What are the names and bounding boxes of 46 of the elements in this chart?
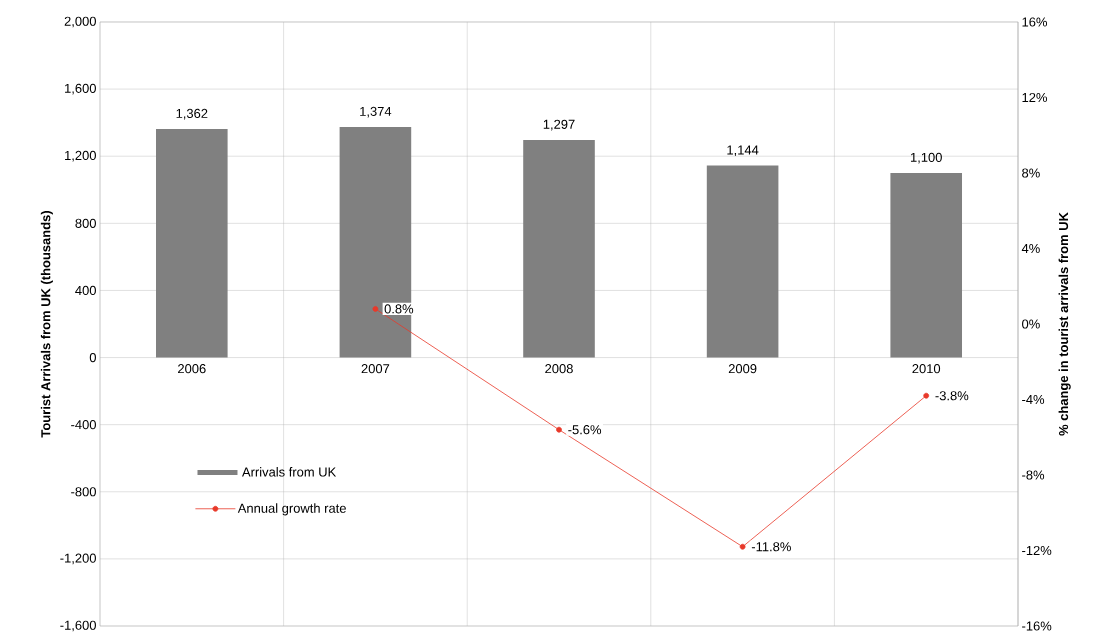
- y2-tick-label: -16%: [1022, 621, 1052, 631]
- y-tick-label: 1,200: [65, 150, 96, 162]
- bar: [339, 127, 412, 358]
- y2-tick-label: 16%: [1022, 17, 1047, 27]
- y-tick-label: 400: [75, 285, 96, 296]
- bar: [706, 165, 779, 358]
- y-tick-label: 1,600: [65, 83, 96, 95]
- x-tick-label: 2010: [912, 364, 941, 374]
- point: [739, 543, 746, 550]
- bar: [890, 173, 963, 358]
- y-tick-label: 800: [75, 218, 96, 228]
- point: [372, 306, 379, 312]
- y2-tick-label: -8%: [1022, 470, 1045, 480]
- y2-tick-label: 12%: [1022, 92, 1047, 103]
- legend-label: Arrivals from UK: [242, 467, 337, 477]
- y-tick-label: -1,600: [60, 620, 96, 632]
- y-tick-label: 2,000: [64, 16, 96, 28]
- data-label: 1,100: [910, 152, 942, 164]
- y2-axis-title: % change in tourist arrivals from UK: [1058, 212, 1071, 436]
- y2-tick-label: 8%: [1022, 168, 1040, 178]
- data-label: -5.6%: [568, 425, 602, 435]
- y-tick-label: -400: [71, 420, 96, 430]
- data-label: 1,374: [360, 106, 392, 118]
- x-tick-label: 2007: [361, 364, 390, 374]
- y2-tick-label: 4%: [1021, 243, 1040, 254]
- point: [556, 426, 562, 433]
- y2-tick-label: -4%: [1022, 394, 1045, 405]
- y-tick-label: -1,200: [60, 553, 96, 565]
- y2-tick-label: 0%: [1022, 319, 1040, 329]
- y-tick-label: -800: [71, 487, 96, 497]
- y-tick-label: 0: [89, 352, 96, 363]
- x-tick-label: 2008: [545, 364, 573, 374]
- x-tick-label: 2006: [178, 364, 206, 374]
- point: [923, 392, 930, 399]
- data-label: 1,144: [727, 145, 759, 157]
- y2-tick-label: -12%: [1022, 545, 1052, 556]
- data-label: 1,297: [543, 119, 575, 131]
- bar: [523, 139, 595, 358]
- data-label: 1,362: [176, 108, 208, 120]
- bar: [156, 129, 228, 358]
- data-label: -3.8%: [935, 391, 969, 401]
- x-tick-label: 2009: [728, 364, 757, 374]
- data-label: 0.8%: [384, 304, 414, 314]
- legend-label: Annual growth rate: [237, 503, 346, 516]
- data-label: -11.8%: [751, 542, 791, 552]
- y-axis-title: Tourist Arrivals from UK (thousands): [40, 211, 53, 438]
